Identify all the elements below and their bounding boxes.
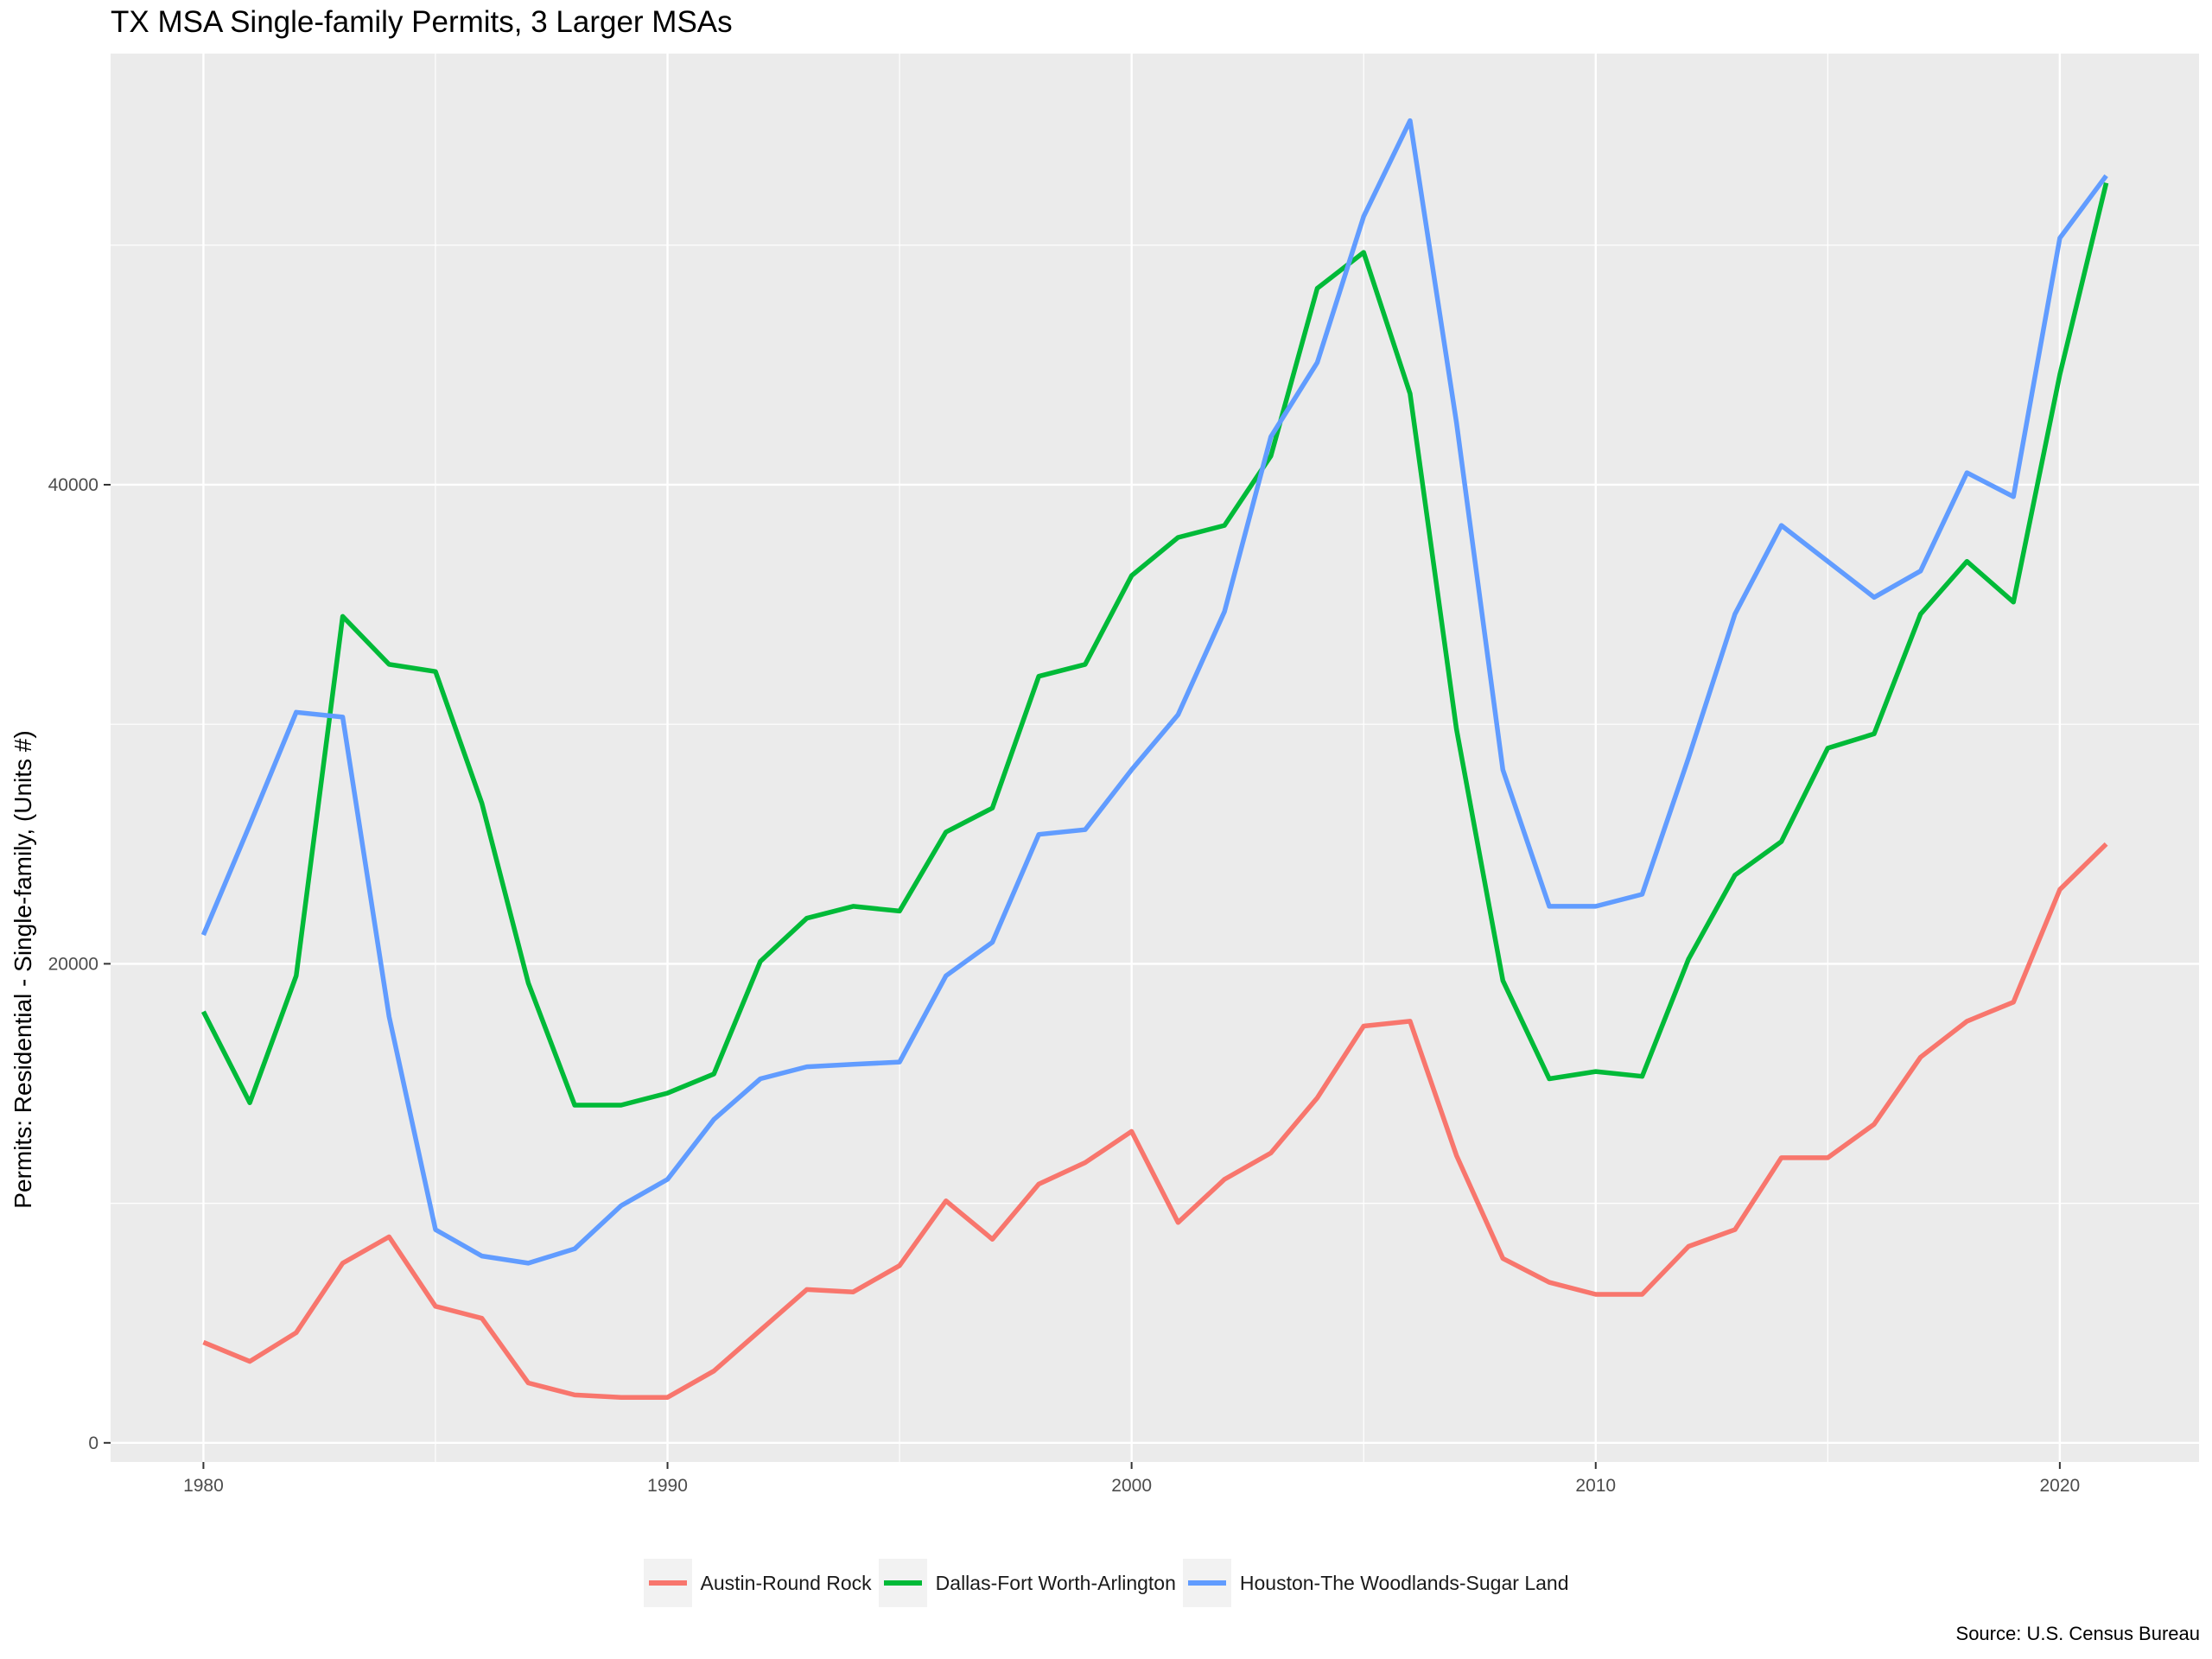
chart-title: TX MSA Single-family Permits, 3 Larger M… xyxy=(111,5,733,39)
legend-swatch xyxy=(1187,1580,1226,1586)
x-tick-label: 1990 xyxy=(647,1476,688,1496)
legend: Austin-Round Rock Dallas-Fort Worth-Arlin… xyxy=(0,1559,2212,1607)
x-tick-label: 2020 xyxy=(2040,1476,2081,1496)
series-line-2 xyxy=(200,182,2109,1108)
legend-label: Dallas-Fort Worth-Arlington xyxy=(935,1571,1176,1594)
legend-key xyxy=(1182,1559,1231,1607)
axis-ticks xyxy=(104,483,2061,1469)
legend-key xyxy=(643,1559,692,1607)
legend-item: Dallas-Fort Worth-Arlington xyxy=(878,1559,1176,1607)
y-tick-label: 20000 xyxy=(48,954,99,974)
legend-label: Houston-The Woodlands-Sugar Land xyxy=(1239,1571,1569,1594)
grid-major xyxy=(111,54,2199,1462)
y-tick-label: 0 xyxy=(88,1433,99,1453)
grid-minor xyxy=(111,54,2199,1462)
legend-key xyxy=(878,1559,927,1607)
x-tick-label: 2000 xyxy=(1111,1476,1152,1496)
legend-label: Austin-Round Rock xyxy=(700,1571,872,1594)
legend-item: Houston-The Woodlands-Sugar Land xyxy=(1182,1559,1569,1607)
y-axis-title: Permits: Residential - Single-family, (U… xyxy=(10,730,36,1208)
legend-item: Austin-Round Rock xyxy=(643,1559,872,1607)
series-line-1 xyxy=(202,842,2108,1400)
y-tick-label: 40000 xyxy=(48,475,99,495)
series-lines xyxy=(200,118,2109,1400)
axis-tick-labels: 1980 1990 2000 2010 2020 0 20000 40000 xyxy=(48,475,2081,1496)
legend-swatch xyxy=(883,1580,922,1586)
series-line-3 xyxy=(200,118,2108,1266)
source-caption: Source: U.S. Census Bureau xyxy=(1955,1623,2200,1644)
x-tick-label: 1980 xyxy=(183,1476,224,1496)
x-tick-label: 2010 xyxy=(1575,1476,1616,1496)
plot-panel xyxy=(111,54,2199,1462)
legend-swatch xyxy=(648,1580,687,1586)
